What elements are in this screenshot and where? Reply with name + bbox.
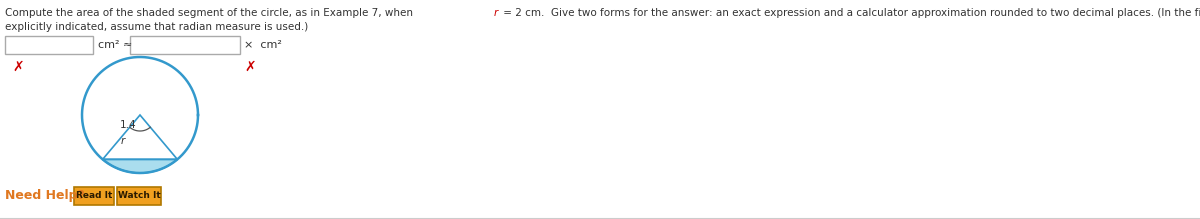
Text: Read It: Read It: [76, 191, 112, 201]
Text: r: r: [121, 136, 125, 145]
FancyBboxPatch shape: [5, 36, 94, 54]
Text: ×  cm²: × cm²: [244, 40, 282, 50]
FancyBboxPatch shape: [74, 187, 114, 205]
Text: Compute the area of the shaded segment of the circle, as in Example 7, when: Compute the area of the shaded segment o…: [5, 8, 420, 18]
Text: Watch It: Watch It: [118, 191, 161, 201]
Text: ✗: ✗: [244, 60, 256, 74]
Text: = 2 cm.  Give two forms for the answer: an exact expression and a calculator app: = 2 cm. Give two forms for the answer: a…: [500, 8, 1200, 18]
Text: cm² ≈: cm² ≈: [98, 40, 132, 50]
Text: explicitly indicated, assume that radian measure is used.): explicitly indicated, assume that radian…: [5, 22, 308, 32]
FancyBboxPatch shape: [118, 187, 161, 205]
Text: Need Help?: Need Help?: [5, 189, 85, 203]
FancyBboxPatch shape: [130, 36, 240, 54]
Polygon shape: [103, 159, 178, 173]
Text: r: r: [494, 8, 498, 18]
Text: ✗: ✗: [12, 60, 24, 74]
Text: 1.4: 1.4: [119, 120, 136, 130]
